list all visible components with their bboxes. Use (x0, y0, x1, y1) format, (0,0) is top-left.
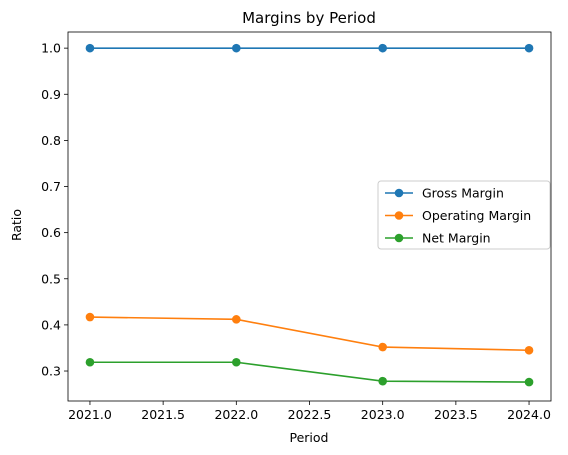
gross-margin-point (378, 43, 387, 53)
gross-margin-legend-marker (394, 188, 404, 198)
y-tick-label: 0.7 (41, 179, 61, 194)
gross-margin-legend-label: Gross Margin (422, 186, 504, 201)
operating-margin-point (524, 345, 534, 355)
gross-margin-point (524, 43, 534, 53)
operating-margin-legend-marker (394, 211, 404, 220)
net-margin-point (524, 377, 534, 387)
operating-margin-legend-label: Operating Margin (422, 208, 531, 223)
gross-margin-point (232, 43, 241, 53)
net-margin-line (89, 361, 530, 383)
x-tick-label: 2023.0 (361, 407, 405, 422)
operating-margin-point (232, 315, 241, 324)
net-margin-legend-marker (394, 233, 404, 243)
operating-margin-line (89, 316, 530, 352)
y-tick-label: 0.6 (41, 225, 61, 240)
plot-area (85, 43, 534, 387)
operating-margin-point (85, 312, 95, 322)
axis-ticks: 2021.0 2021.5 2022.0 2022.5 2023.0 2023.5 2024… (41, 41, 551, 422)
chart-title: Margins by Period (242, 9, 376, 27)
net-margin-point (378, 376, 387, 386)
y-tick-label: 0.8 (41, 133, 61, 148)
y-axis-label: Ratio (9, 209, 24, 241)
legend-box (377, 180, 551, 250)
x-tick-label: 2022.5 (288, 407, 332, 422)
operating-margin-point (378, 342, 387, 352)
x-tick-label: 2023.5 (434, 407, 478, 422)
gross-margin-point (85, 43, 95, 53)
x-tick-label: 2021.5 (141, 407, 185, 422)
net-margin-legend-label: Net Margin (422, 231, 491, 246)
y-tick-label: 0.5 (41, 271, 61, 286)
legend: Gross Margin Operating Margin Net Margin (377, 180, 551, 250)
x-tick-label: 2024.0 (507, 407, 551, 422)
net-margin-point (232, 357, 241, 367)
x-axis-label: Period (290, 430, 329, 445)
y-tick-label: 0.9 (41, 87, 61, 102)
x-tick-label: 2022.0 (214, 407, 258, 422)
x-tick-label: 2021.0 (68, 407, 112, 422)
net-margin-point (85, 357, 95, 367)
y-tick-label: 1.0 (41, 41, 61, 56)
y-tick-label: 0.4 (41, 317, 61, 332)
y-tick-label: 0.3 (41, 364, 61, 379)
